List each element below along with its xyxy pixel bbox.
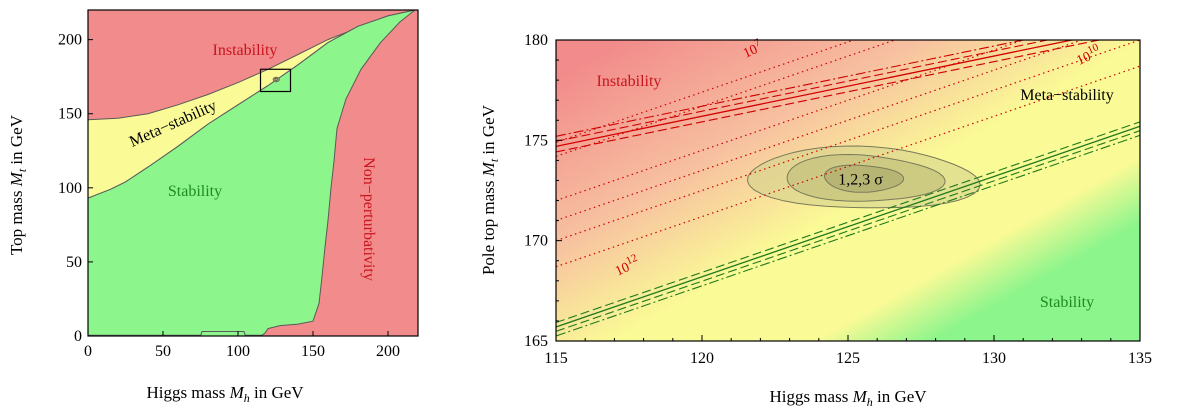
y-axis-ticks: 165 170 175 180 <box>524 32 562 350</box>
zoom-box <box>259 68 292 93</box>
instability-boundary <box>556 40 1076 147</box>
y-tick-label: 170 <box>524 233 548 250</box>
x-tick-label: 115 <box>544 350 567 367</box>
contour-1-sigma <box>823 164 905 193</box>
x-axis-ticks: 115 120 125 130 135 <box>544 335 1152 367</box>
plot-frame <box>87 9 419 337</box>
x-tick-label: 130 <box>982 350 1006 367</box>
x-tick-label: 120 <box>690 350 714 367</box>
instability-scale-labels: 107 1010 1012 <box>611 36 1104 280</box>
x-tick-label: 200 <box>376 343 400 360</box>
instability-boundary <box>556 40 1026 137</box>
instability-boundary <box>556 40 1102 153</box>
non-perturbativity-label: Non−perturbativity <box>360 157 377 281</box>
stability-boundary-lines <box>556 121 1140 337</box>
stability-boundary <box>556 130 1140 332</box>
stability-label: Stability <box>168 183 222 200</box>
region-label: Instability <box>597 73 662 90</box>
instability-label: Instability <box>213 42 278 59</box>
stability-boundary <box>556 121 1140 324</box>
contour-label: 1,2,3 σ <box>838 171 883 188</box>
instability-boundary-lines <box>556 40 1102 153</box>
best-fit-contour <box>274 78 278 81</box>
y-axis-ticks: 0 50 100 150 200 <box>58 32 93 345</box>
y-axis-label: Top mass Mt in GeV <box>7 114 29 255</box>
x-tick-label: 135 <box>1128 350 1152 367</box>
stability-region-base <box>199 331 247 336</box>
instability-scale-label: 1010 <box>1073 41 1104 69</box>
y-tick-label: 165 <box>524 333 548 350</box>
stability-boundary <box>556 125 1140 328</box>
x-axis-label: Higgs mass Mh in GeV <box>146 383 304 405</box>
stability-region <box>88 10 416 336</box>
confidence-contours <box>746 145 981 209</box>
x-tick-label: 150 <box>301 343 325 360</box>
stability-boundary <box>556 134 1140 337</box>
x-tick-label: 0 <box>84 343 92 360</box>
region-label: Stability <box>1040 294 1094 311</box>
x-axis-ticks: 0 50 100 150 200 <box>84 331 400 360</box>
best-fit-marker <box>272 76 280 83</box>
x-tick-label: 50 <box>155 343 171 360</box>
y-tick-label: 180 <box>524 32 548 49</box>
y-axis-label: Pole top mass Mt in GeV <box>479 104 501 275</box>
y-tick-label: 0 <box>74 328 82 345</box>
instability-scale-label: 107 <box>740 36 766 61</box>
y-tick-label: 100 <box>58 180 82 197</box>
region-label: Meta−stability <box>1020 87 1113 104</box>
y-tick-label: 50 <box>66 254 82 271</box>
x-axis-label: Higgs mass Mh in GeV <box>769 387 927 408</box>
region-labels: Instability Meta−stability Stability <box>597 73 1114 311</box>
y-tick-label: 200 <box>58 32 82 49</box>
x-tick-label: 125 <box>836 350 860 367</box>
instability-scale-label: 1012 <box>611 252 642 280</box>
y-tick-label: 150 <box>58 106 82 123</box>
right-chart: 107 1010 1012 1,2,3 σ Instability Meta−stab… <box>479 32 1152 408</box>
y-tick-label: 175 <box>524 132 548 149</box>
instability-boundary <box>556 40 1051 142</box>
x-tick-label: 100 <box>226 343 250 360</box>
